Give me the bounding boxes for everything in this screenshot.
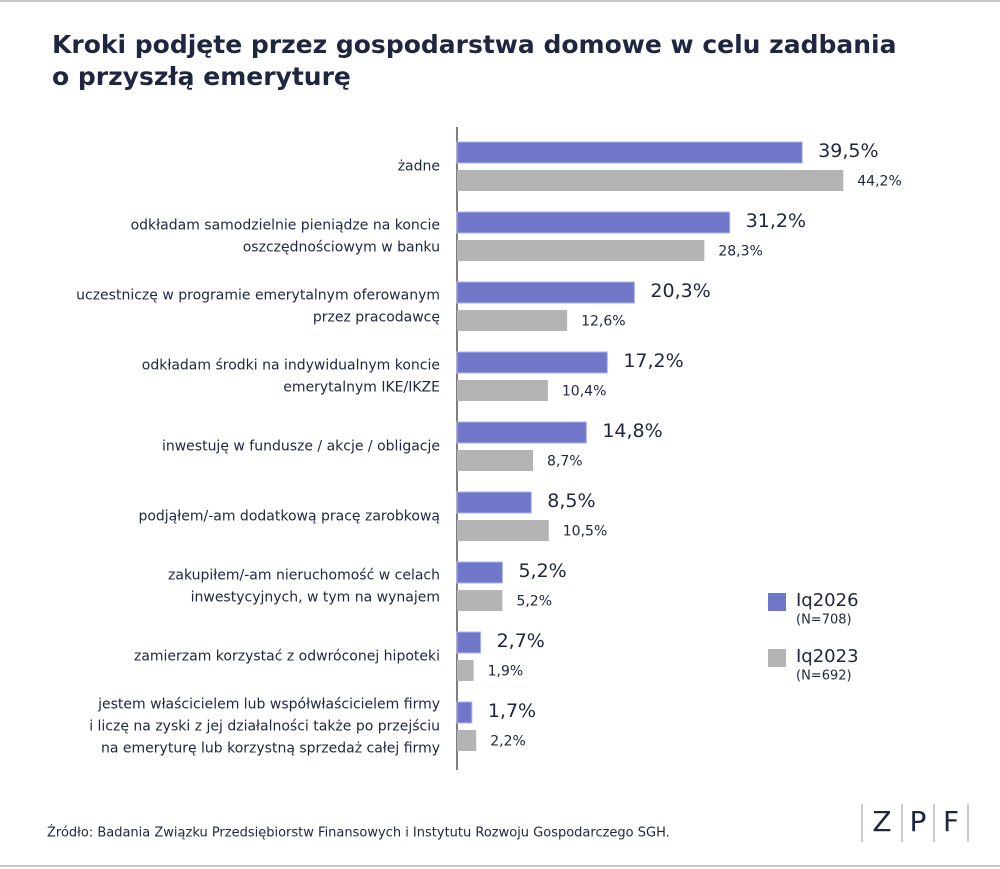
category-label: inwestuję w fundusze / akcje / obligacje — [162, 439, 440, 455]
category-label: odkładam środki na indywidualnym koncie — [142, 358, 440, 374]
bar — [457, 380, 548, 401]
logo: Z P F — [861, 804, 969, 842]
bar — [456, 561, 503, 584]
logo-letter: F — [943, 805, 959, 838]
category-label: i liczę na zyski z jej działalności takż… — [89, 719, 440, 735]
bar — [457, 240, 705, 261]
logo-letter: P — [910, 805, 927, 838]
legend-sample: (N=708) — [796, 613, 852, 628]
bar — [457, 660, 474, 681]
category-label: emerytalnym IKE/IKZE — [283, 380, 440, 396]
value-label: 14,8% — [602, 420, 662, 442]
bar — [457, 520, 549, 541]
bar — [456, 631, 482, 654]
bar — [457, 730, 477, 751]
value-label: 1,7% — [488, 700, 536, 722]
value-label: 17,2% — [623, 350, 683, 372]
value-label: 10,4% — [562, 384, 606, 400]
bar — [457, 310, 568, 331]
bar — [456, 351, 608, 374]
legend-label: Iq2023 — [796, 646, 859, 667]
value-label: 5,2% — [516, 594, 552, 610]
bar — [457, 590, 503, 611]
chart-title: Kroki podjęte przez gospodarstwa domowe … — [52, 30, 897, 59]
logo-letter: Z — [872, 805, 891, 838]
category-label: uczestniczę w programie emerytalnym ofer… — [76, 288, 440, 304]
value-label: 8,5% — [547, 490, 595, 512]
bar — [457, 450, 534, 471]
source: Źródło: Badania Związku Przedsiębiorstw … — [47, 825, 670, 841]
value-label: 10,5% — [563, 524, 607, 540]
category-label: odkładam samodzielnie pieniądze na konci… — [131, 218, 440, 234]
category-label: przez pracodawcę — [313, 310, 440, 326]
legend-swatch — [768, 649, 786, 667]
bar — [456, 421, 587, 444]
category-label: zamierzam korzystać z odwróconej hipotek… — [134, 649, 440, 665]
category-label: żadne — [398, 159, 440, 175]
bar — [456, 281, 635, 304]
bar — [456, 491, 532, 514]
value-label: 1,9% — [488, 664, 524, 680]
value-label: 44,2% — [857, 174, 901, 190]
category-label: oszczędnościowym w banku — [243, 240, 440, 256]
chart-title: o przyszłą emeryturę — [52, 62, 351, 91]
value-label: 8,7% — [547, 454, 583, 470]
legend-sample: (N=692) — [796, 669, 852, 684]
category-label: jestem właścicielem lub współwłaściciele… — [97, 697, 440, 713]
value-label: 39,5% — [818, 140, 878, 162]
bar — [456, 141, 803, 164]
bar — [456, 211, 731, 234]
category-label: zakupiłem/-am nieruchomość w celach — [168, 568, 440, 584]
value-label: 28,3% — [718, 244, 762, 260]
value-label: 5,2% — [518, 560, 566, 582]
value-label: 12,6% — [581, 314, 625, 330]
legend-label: Iq2026 — [796, 590, 859, 611]
category-label: podjąłem/-am dodatkową pracę zarobkową — [138, 509, 440, 525]
bar — [456, 701, 473, 724]
category-label: na emeryturę lub korzystną sprzedaż całe… — [101, 741, 440, 757]
value-label: 20,3% — [650, 280, 710, 302]
value-label: 31,2% — [746, 210, 806, 232]
category-label: inwestycyjnych, w tym na wynajem — [191, 590, 440, 606]
value-label: 2,2% — [490, 734, 526, 750]
legend-swatch — [768, 593, 786, 611]
bar — [457, 170, 844, 191]
value-label: 2,7% — [497, 630, 545, 652]
